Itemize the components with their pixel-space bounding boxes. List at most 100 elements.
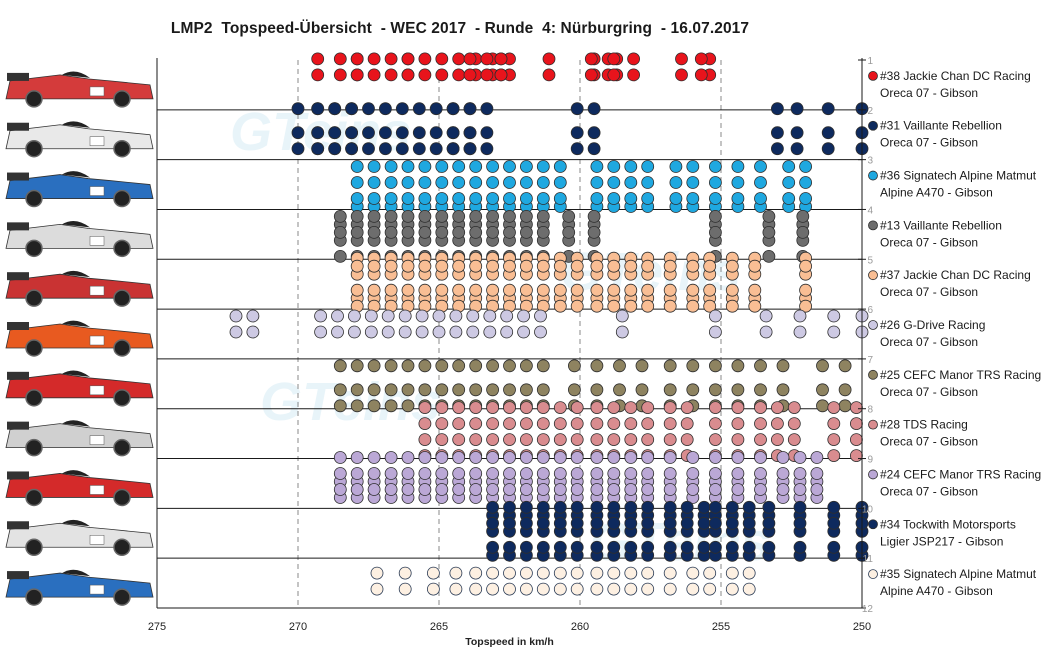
data-point [686, 383, 700, 397]
data-point [827, 500, 841, 514]
data-point [384, 259, 398, 273]
car-cockpit [62, 171, 90, 178]
data-point [350, 225, 364, 239]
data-point [486, 516, 500, 530]
data-point [311, 52, 325, 66]
car-illustration [5, 71, 154, 108]
data-point [754, 451, 767, 464]
legend-team-name: #36 Signatech Alpine Matmut [880, 169, 1037, 183]
data-point [486, 417, 500, 431]
data-point [384, 359, 398, 373]
legend-marker [868, 220, 878, 231]
legend-chassis: Oreca 07 - Gibson [880, 435, 978, 449]
data-point [771, 142, 784, 156]
legend-team-name: #26 G-Drive Racing [880, 318, 985, 332]
data-point [466, 309, 480, 323]
data-point [553, 566, 567, 580]
car-wheel-front [113, 289, 131, 307]
data-point [725, 516, 739, 530]
data-point [799, 299, 812, 313]
data-point [378, 142, 392, 156]
data-point [709, 176, 722, 189]
data-point [446, 126, 460, 140]
data-point [570, 283, 584, 297]
data-point [469, 176, 483, 189]
data-point [401, 68, 415, 82]
data-point [367, 399, 381, 413]
data-point [345, 102, 359, 116]
data-point [384, 283, 398, 297]
data-point [350, 451, 364, 464]
data-point [415, 309, 429, 323]
data-point [333, 399, 347, 413]
data-point [731, 451, 745, 464]
data-point [291, 102, 305, 116]
car-wing [7, 471, 29, 480]
data-point [663, 401, 677, 415]
data-point [401, 383, 415, 397]
car-illustration [5, 171, 154, 208]
legend-team-name: #28 TDS Racing [880, 418, 968, 432]
data-point [536, 259, 550, 273]
car-number-plate [89, 335, 105, 346]
car-wheel-front [113, 588, 131, 606]
legend-marker [868, 320, 878, 330]
x-tick-label: 265 [430, 621, 448, 633]
data-point [624, 433, 638, 447]
data-point [771, 126, 784, 140]
data-point [742, 582, 756, 596]
car-cockpit [62, 220, 90, 228]
data-point [536, 383, 550, 397]
data-point [607, 566, 621, 580]
data-point [663, 417, 677, 431]
data-point [469, 192, 483, 205]
data-point [469, 160, 483, 173]
data-point [367, 483, 381, 496]
data-point [686, 359, 700, 373]
data-point [418, 209, 432, 223]
data-point [435, 160, 449, 173]
data-point [568, 359, 581, 373]
legend-chassis: Oreca 07 - Gibson [880, 335, 978, 349]
data-point [503, 483, 516, 496]
data-point [466, 325, 480, 339]
data-point [675, 68, 688, 82]
data-point [542, 68, 556, 82]
legend-team-name: #38 Jackie Chan DC Racing [880, 69, 1031, 83]
data-point [607, 540, 621, 554]
data-point [590, 483, 604, 496]
data-point [663, 283, 677, 297]
data-point [350, 192, 364, 205]
data-point [401, 283, 415, 297]
data-point [850, 449, 863, 463]
data-point [570, 401, 584, 415]
data-point [709, 417, 722, 431]
data-point [838, 399, 852, 413]
data-point [821, 142, 835, 156]
data-point [503, 225, 516, 239]
data-point [553, 417, 567, 431]
data-point [709, 467, 722, 480]
data-point [469, 209, 483, 223]
y-tick-label: 4 [867, 205, 873, 216]
data-point [500, 325, 514, 339]
data-point [520, 483, 533, 496]
car-illustration [5, 420, 154, 457]
car-wheel-front [113, 389, 131, 407]
data-point [624, 283, 638, 297]
data-point [827, 309, 841, 323]
data-point [384, 192, 398, 205]
data-point [663, 451, 677, 464]
data-point [590, 299, 604, 313]
data-point [503, 283, 516, 297]
data-point [624, 451, 638, 464]
data-point [570, 540, 584, 554]
legend-marker [868, 270, 878, 281]
data-point [762, 516, 776, 530]
legend-marker [868, 419, 878, 430]
car-wheel-rear [25, 239, 43, 258]
data-point [816, 399, 829, 413]
data-point [725, 283, 739, 297]
data-point [686, 299, 700, 313]
data-point [503, 160, 516, 173]
